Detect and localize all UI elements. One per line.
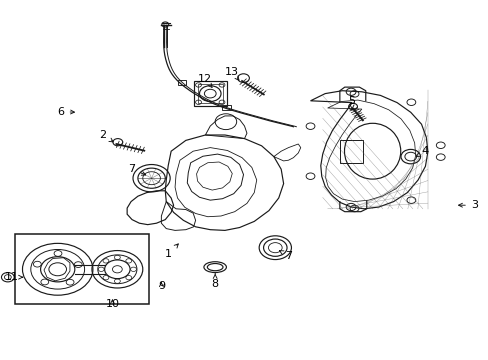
Bar bbox=[339, 140, 363, 163]
Bar bbox=[222, 105, 231, 110]
Text: 2: 2 bbox=[99, 130, 113, 142]
Text: 10: 10 bbox=[105, 299, 119, 309]
Text: 8: 8 bbox=[211, 274, 218, 289]
Text: 6: 6 bbox=[58, 107, 74, 117]
Text: 5: 5 bbox=[348, 96, 355, 109]
Text: 1: 1 bbox=[165, 244, 178, 259]
Text: 3: 3 bbox=[458, 200, 477, 210]
Bar bbox=[197, 84, 223, 103]
Bar bbox=[177, 80, 186, 85]
Bar bbox=[193, 81, 226, 106]
Text: 7: 7 bbox=[279, 251, 291, 261]
Text: 12: 12 bbox=[198, 74, 212, 87]
Text: 13: 13 bbox=[225, 67, 239, 80]
Text: 9: 9 bbox=[158, 281, 164, 291]
Text: 4: 4 bbox=[415, 146, 428, 157]
Text: 7: 7 bbox=[128, 164, 145, 175]
Text: 11: 11 bbox=[5, 272, 22, 282]
Bar bbox=[15, 234, 149, 304]
